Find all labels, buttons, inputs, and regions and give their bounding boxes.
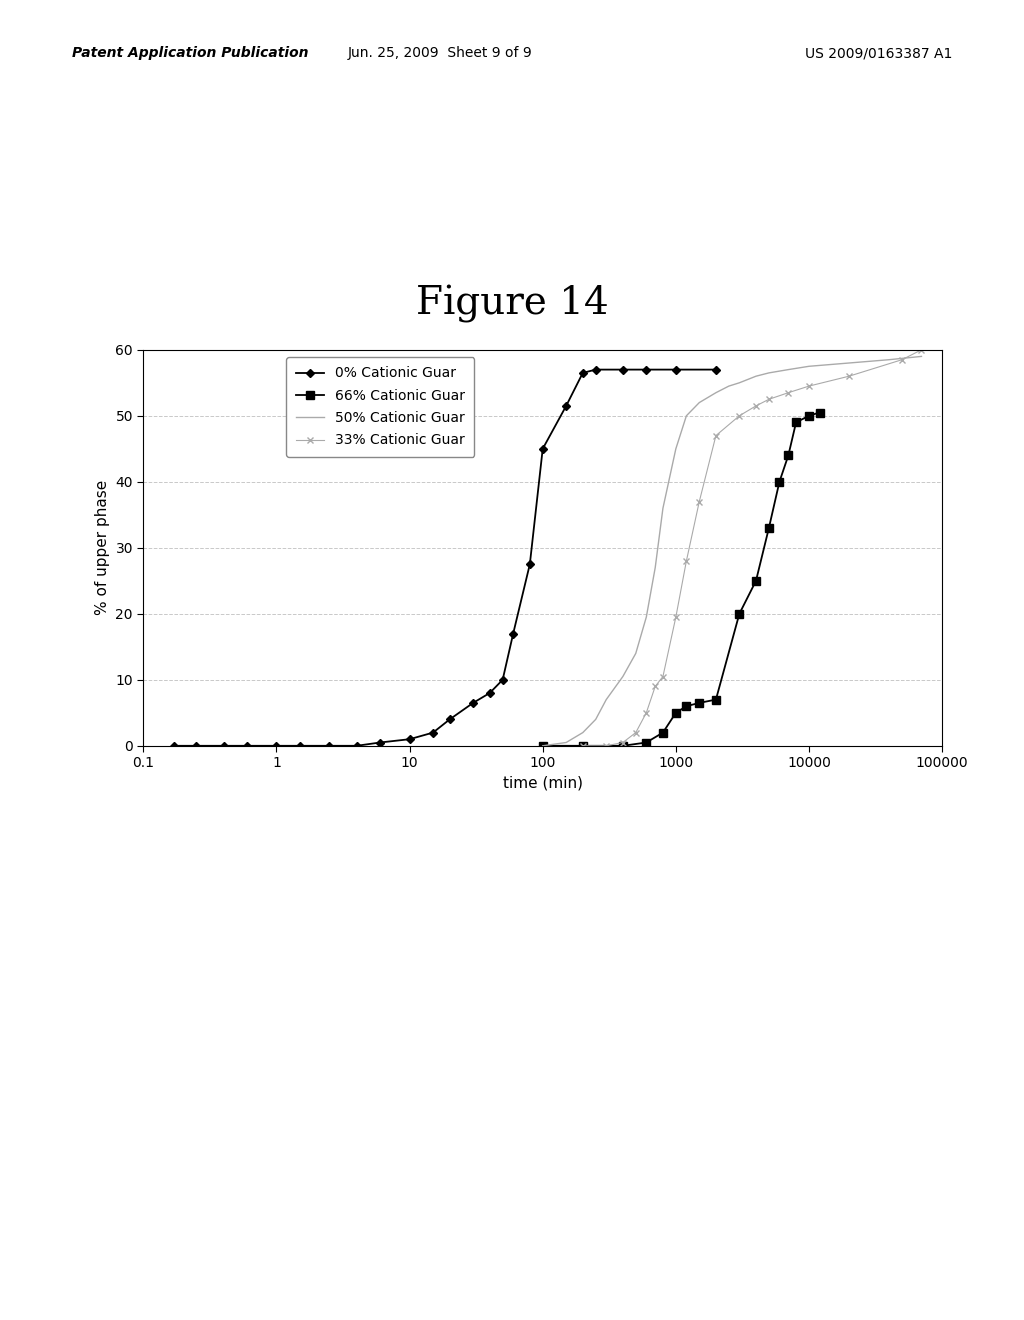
50% Cationic Guar bbox=[723, 379, 735, 395]
66% Cationic Guar bbox=[640, 734, 652, 750]
33% Cationic Guar bbox=[803, 379, 815, 395]
Text: Jun. 25, 2009  Sheet 9 of 9: Jun. 25, 2009 Sheet 9 of 9 bbox=[348, 46, 532, 61]
66% Cationic Guar bbox=[670, 705, 682, 721]
66% Cationic Guar bbox=[693, 694, 706, 710]
0% Cationic Guar bbox=[616, 362, 629, 378]
0% Cationic Guar bbox=[270, 738, 283, 754]
33% Cationic Guar bbox=[733, 408, 745, 424]
66% Cationic Guar bbox=[773, 474, 785, 490]
33% Cationic Guar bbox=[656, 668, 669, 684]
66% Cationic Guar bbox=[813, 404, 825, 420]
50% Cationic Guar bbox=[803, 359, 815, 375]
33% Cationic Guar bbox=[616, 734, 629, 750]
66% Cationic Guar bbox=[656, 725, 669, 741]
0% Cationic Guar bbox=[577, 366, 589, 381]
50% Cationic Guar bbox=[649, 560, 662, 576]
50% Cationic Guar bbox=[656, 500, 669, 516]
66% Cationic Guar bbox=[710, 692, 722, 708]
0% Cationic Guar bbox=[241, 738, 253, 754]
50% Cationic Guar bbox=[560, 734, 572, 750]
Line: 33% Cationic Guar: 33% Cationic Guar bbox=[580, 346, 925, 750]
0% Cationic Guar bbox=[294, 738, 306, 754]
X-axis label: time (min): time (min) bbox=[503, 776, 583, 791]
33% Cationic Guar bbox=[649, 678, 662, 694]
0% Cationic Guar bbox=[403, 731, 416, 747]
66% Cationic Guar bbox=[616, 738, 629, 754]
33% Cationic Guar bbox=[915, 342, 928, 358]
Text: Patent Application Publication: Patent Application Publication bbox=[72, 46, 308, 61]
0% Cationic Guar bbox=[427, 725, 439, 741]
0% Cationic Guar bbox=[350, 738, 362, 754]
0% Cationic Guar bbox=[443, 711, 456, 727]
0% Cationic Guar bbox=[324, 738, 336, 754]
66% Cationic Guar bbox=[577, 738, 589, 754]
Line: 50% Cationic Guar: 50% Cationic Guar bbox=[543, 356, 922, 746]
50% Cationic Guar bbox=[693, 395, 706, 411]
Text: Figure 14: Figure 14 bbox=[416, 285, 608, 323]
66% Cationic Guar bbox=[782, 447, 795, 463]
66% Cationic Guar bbox=[537, 738, 549, 754]
0% Cationic Guar bbox=[640, 362, 652, 378]
33% Cationic Guar bbox=[640, 705, 652, 721]
33% Cationic Guar bbox=[896, 352, 908, 368]
0% Cationic Guar bbox=[670, 362, 682, 378]
50% Cationic Guar bbox=[782, 362, 795, 378]
50% Cationic Guar bbox=[883, 352, 895, 368]
50% Cationic Guar bbox=[710, 385, 722, 401]
33% Cationic Guar bbox=[577, 738, 589, 754]
0% Cationic Guar bbox=[467, 694, 479, 710]
33% Cationic Guar bbox=[763, 392, 775, 408]
Legend: 0% Cationic Guar, 66% Cationic Guar, 50% Cationic Guar, 33% Cationic Guar: 0% Cationic Guar, 66% Cationic Guar, 50%… bbox=[286, 356, 474, 457]
33% Cationic Guar bbox=[782, 385, 795, 401]
50% Cationic Guar bbox=[763, 366, 775, 381]
0% Cationic Guar bbox=[168, 738, 180, 754]
66% Cationic Guar bbox=[763, 520, 775, 536]
33% Cationic Guar bbox=[693, 494, 706, 510]
66% Cationic Guar bbox=[733, 606, 745, 622]
Line: 66% Cationic Guar: 66% Cationic Guar bbox=[539, 408, 823, 750]
50% Cationic Guar bbox=[733, 375, 745, 391]
0% Cationic Guar bbox=[190, 738, 203, 754]
66% Cationic Guar bbox=[803, 408, 815, 424]
50% Cationic Guar bbox=[843, 355, 855, 371]
33% Cationic Guar bbox=[750, 399, 762, 414]
50% Cationic Guar bbox=[640, 610, 652, 626]
0% Cationic Guar bbox=[507, 626, 519, 642]
Y-axis label: % of upper phase: % of upper phase bbox=[95, 480, 110, 615]
33% Cationic Guar bbox=[670, 610, 682, 626]
33% Cationic Guar bbox=[843, 368, 855, 384]
33% Cationic Guar bbox=[630, 725, 642, 741]
0% Cationic Guar bbox=[710, 362, 722, 378]
66% Cationic Guar bbox=[680, 698, 692, 714]
Line: 0% Cationic Guar: 0% Cationic Guar bbox=[171, 367, 719, 748]
50% Cationic Guar bbox=[537, 738, 549, 754]
50% Cationic Guar bbox=[750, 368, 762, 384]
50% Cationic Guar bbox=[680, 408, 692, 424]
50% Cationic Guar bbox=[590, 711, 602, 727]
Text: US 2009/0163387 A1: US 2009/0163387 A1 bbox=[805, 46, 952, 61]
50% Cationic Guar bbox=[616, 668, 629, 684]
50% Cationic Guar bbox=[630, 645, 642, 661]
0% Cationic Guar bbox=[374, 734, 386, 750]
50% Cationic Guar bbox=[577, 725, 589, 741]
0% Cationic Guar bbox=[497, 672, 509, 688]
50% Cationic Guar bbox=[915, 348, 928, 364]
33% Cationic Guar bbox=[600, 738, 612, 754]
33% Cationic Guar bbox=[710, 428, 722, 444]
0% Cationic Guar bbox=[590, 362, 602, 378]
50% Cationic Guar bbox=[670, 441, 682, 457]
66% Cationic Guar bbox=[750, 573, 762, 589]
0% Cationic Guar bbox=[560, 399, 572, 414]
33% Cationic Guar bbox=[680, 553, 692, 569]
66% Cationic Guar bbox=[790, 414, 802, 430]
0% Cationic Guar bbox=[537, 441, 549, 457]
0% Cationic Guar bbox=[483, 685, 496, 701]
50% Cationic Guar bbox=[600, 692, 612, 708]
0% Cationic Guar bbox=[217, 738, 229, 754]
0% Cationic Guar bbox=[523, 557, 536, 573]
